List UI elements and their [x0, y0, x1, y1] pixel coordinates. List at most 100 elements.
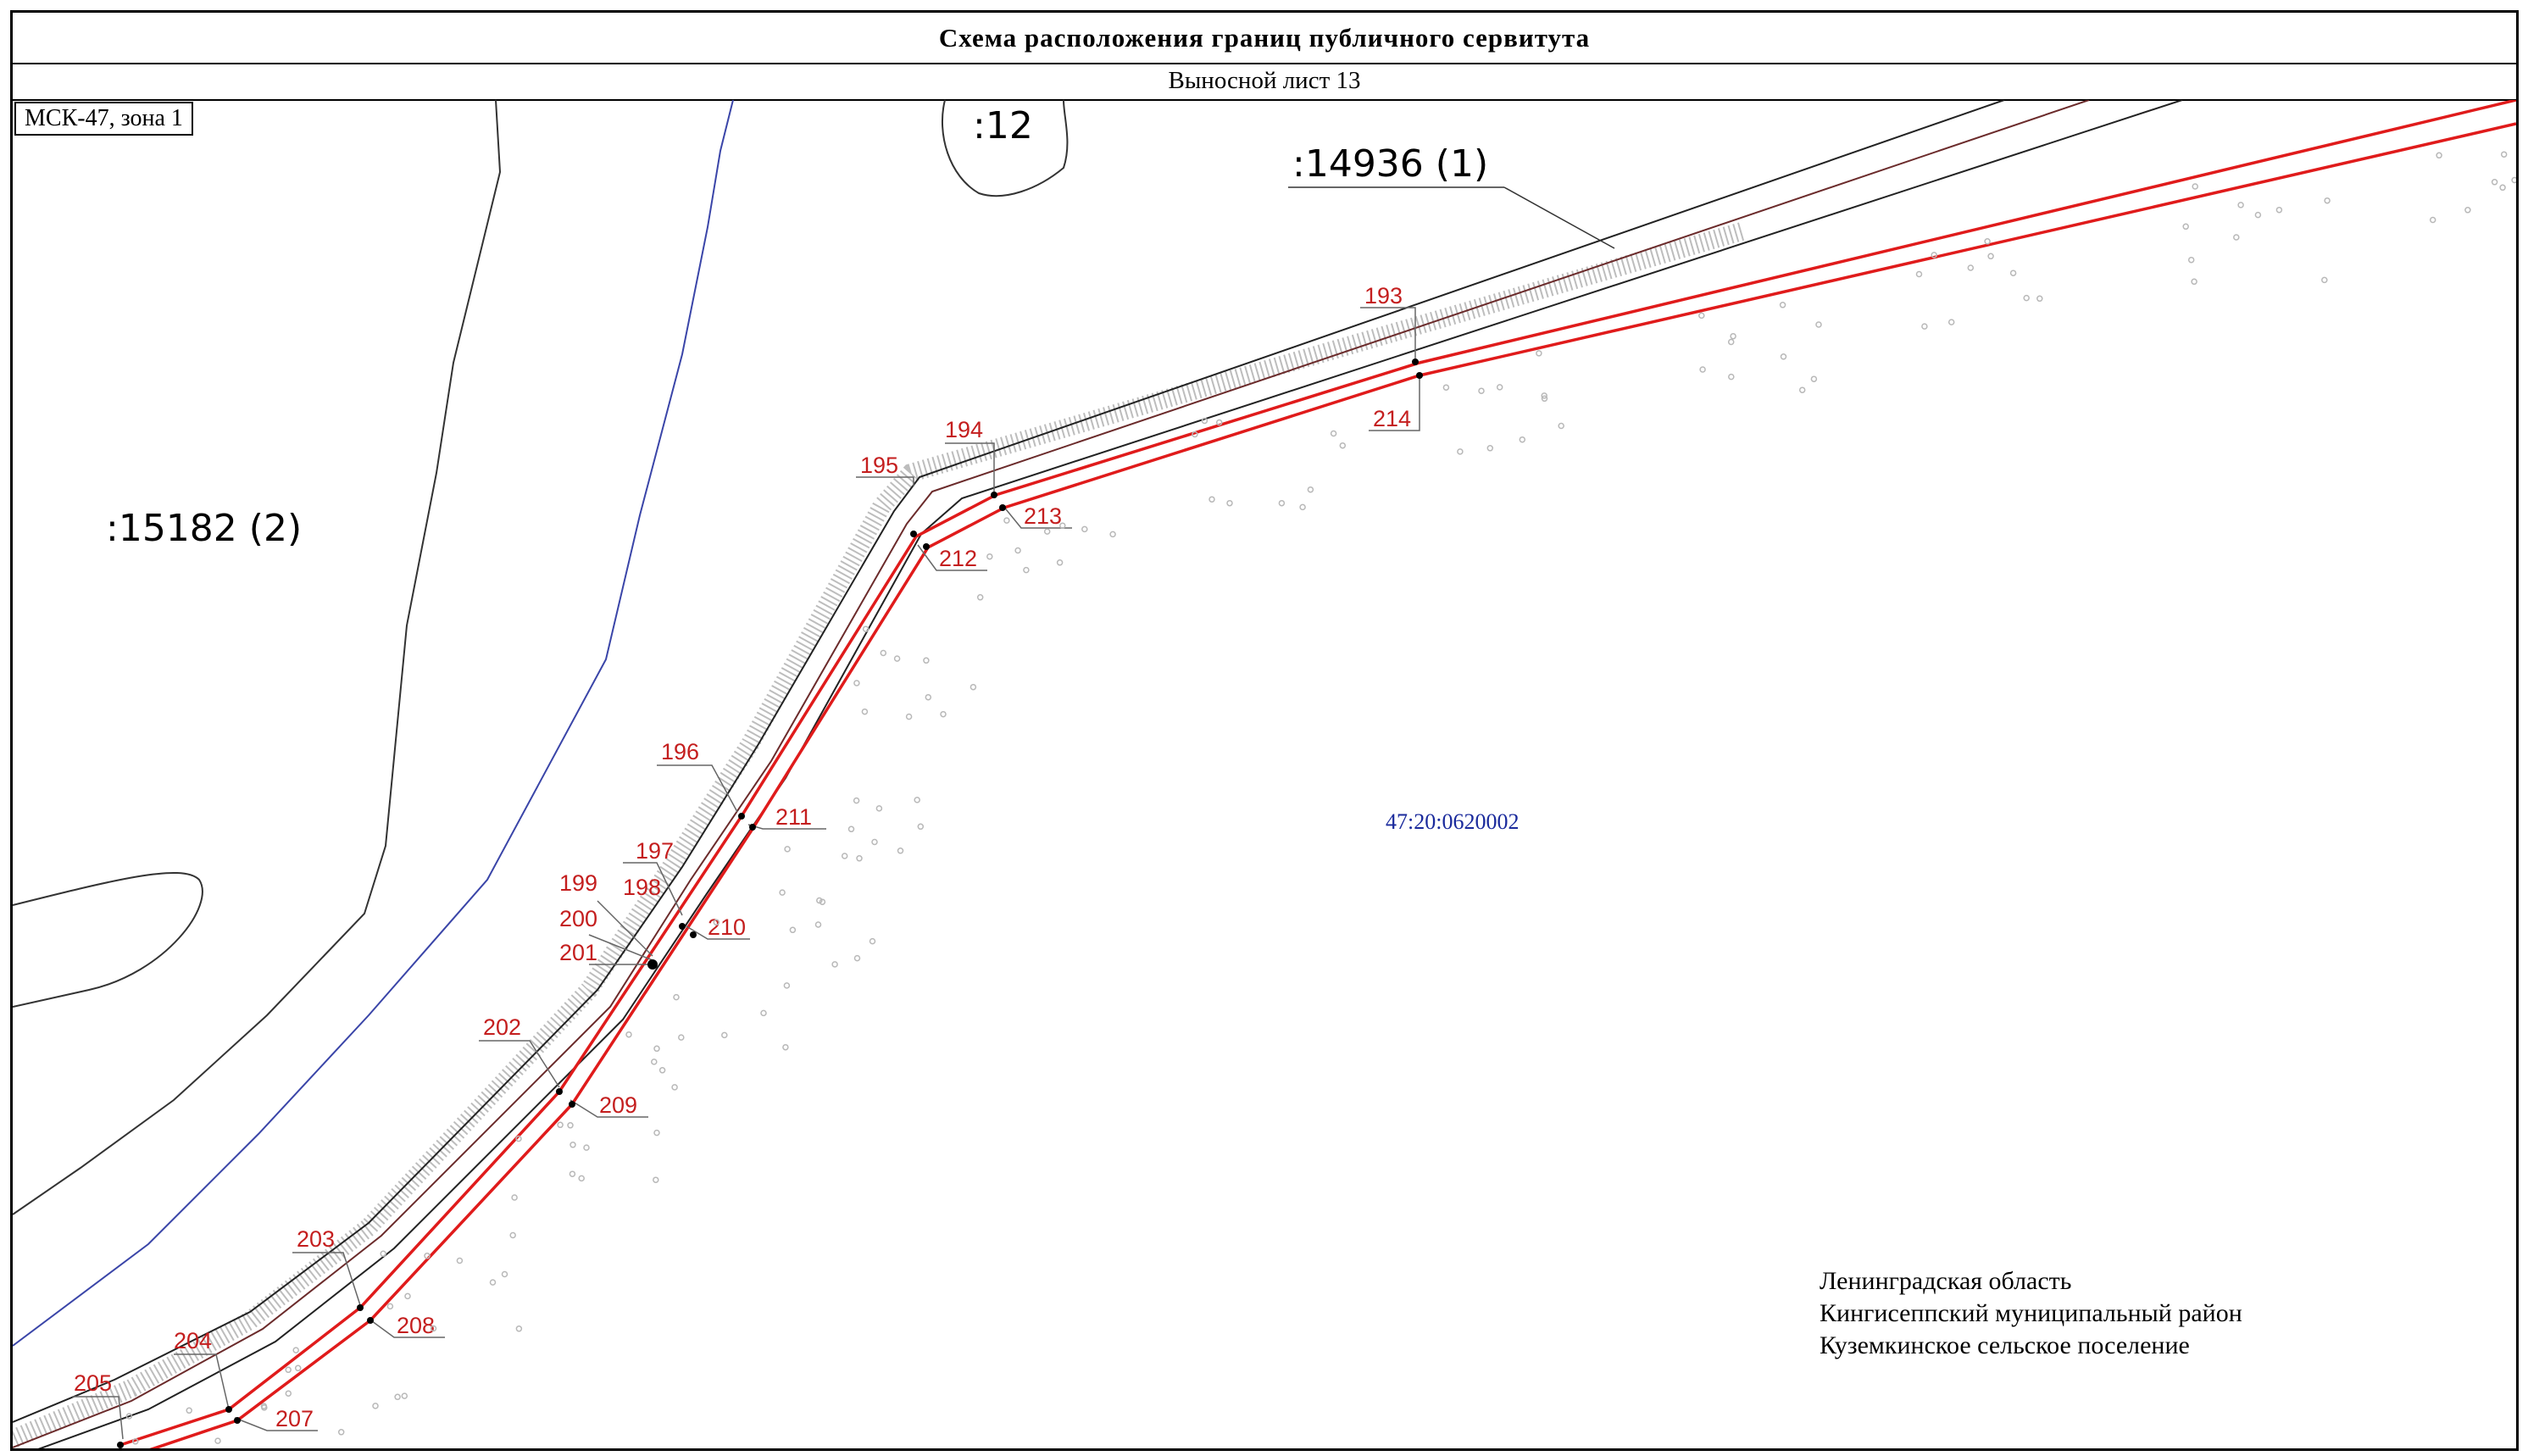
- vegetation-dot: [515, 1325, 523, 1332]
- vegetation-dot: [856, 855, 863, 862]
- title-bar: Схема расположения границ публичного сер…: [13, 13, 2516, 64]
- vegetation-dot: [125, 1413, 133, 1420]
- vegetation-dot: [2324, 197, 2331, 204]
- vegetation-dot: [2321, 276, 2328, 284]
- vegetation-dot: [2511, 176, 2516, 184]
- vegetation-dot: [970, 683, 977, 691]
- vegetation-dot: [986, 553, 993, 560]
- sheet-bar: Выносной лист 13: [13, 63, 2516, 101]
- vegetation-dot: [814, 921, 822, 928]
- vegetation-dot: [578, 1175, 585, 1182]
- map-frame: Схема расположения границ публичного сер…: [10, 10, 2519, 1451]
- vegetation-dot: [914, 797, 920, 803]
- vegetation-dot: [1043, 528, 1051, 535]
- vegetation-dot: [713, 919, 720, 926]
- parcel-14936-leader: [1503, 186, 1615, 249]
- vegetation-dot: [1023, 566, 1030, 574]
- vegetation-dot: [2182, 223, 2189, 231]
- vegetation-dot: [625, 1031, 632, 1038]
- point-leaders: [72, 307, 1420, 1440]
- point-label-203: 203: [297, 1226, 335, 1252]
- vegetation-dot: [1208, 496, 1215, 503]
- vegetation-dot: [861, 708, 869, 715]
- vegetation-dot: [853, 954, 861, 962]
- point-label-214: 214: [1373, 406, 1411, 431]
- point-label-208: 208: [397, 1313, 435, 1338]
- vegetation-dot: [1987, 253, 1994, 260]
- point-label-195: 195: [860, 453, 898, 478]
- map-drawing: :12 :14936 (1) :15182 (2) 47:20:0620002 …: [13, 100, 2516, 1448]
- vegetation-dot: [1307, 486, 1314, 493]
- vegetation-dot: [671, 1084, 678, 1091]
- vegetation-dot: [678, 1034, 685, 1041]
- vegetation-dot: [1947, 319, 1955, 325]
- vegetation-dot: [583, 1144, 590, 1151]
- road-edge-mid: [13, 100, 2090, 1448]
- vegetation-dot: [1192, 431, 1198, 438]
- vegetation-dot: [1457, 448, 1464, 455]
- vegetation-dot: [1810, 375, 1818, 382]
- vegetation-dot: [567, 1122, 574, 1129]
- road-hatch-band: [13, 222, 1745, 1448]
- vegetation-dot: [925, 693, 932, 701]
- vegetation-dot: [380, 1250, 386, 1258]
- vegetation-dot: [1728, 373, 1735, 381]
- vegetation-dot: [569, 1170, 576, 1177]
- vegetation-dot: [917, 823, 925, 831]
- vegetation-dot: [1921, 323, 1928, 330]
- vegetation-dot: [1815, 321, 1822, 328]
- vegetation-dot: [875, 805, 883, 812]
- vegetation-dot: [515, 1135, 522, 1142]
- point-label-196: 196: [661, 739, 699, 764]
- vegetation-dot: [653, 1129, 660, 1136]
- land-contour-bump: [13, 872, 203, 1008]
- vegetation-dot: [2429, 216, 2436, 224]
- cadastral-quarter-label: 47:20:0620002: [1386, 809, 1519, 834]
- vegetation-dot: [658, 1067, 666, 1074]
- vegetation-dot: [285, 1390, 292, 1397]
- vegetation-dot: [2499, 184, 2506, 192]
- point-label-204: 204: [174, 1328, 212, 1353]
- vegetation-dot: [819, 898, 826, 905]
- vegetation-dot: [893, 655, 901, 662]
- vegetation-dot: [1536, 350, 1542, 357]
- vegetation-dot: [1915, 270, 1923, 278]
- vegetation-dot: [2191, 278, 2197, 286]
- point-label-194: 194: [945, 417, 983, 442]
- point-markers: [117, 358, 1423, 1448]
- point-label-212: 212: [939, 546, 977, 571]
- easement-boundary-inner: [149, 122, 2516, 1448]
- vegetation-dot: [285, 1366, 292, 1374]
- region-info: Ленинградская область Кингисеппский муни…: [1820, 1265, 2294, 1362]
- vegetation-dot: [1478, 387, 1485, 394]
- vegetation-dot: [1541, 392, 1547, 399]
- region-line-settlement: Куземкинское сельское поселение: [1820, 1331, 2190, 1359]
- vegetation-dot: [294, 1364, 302, 1372]
- vegetation-dot: [2036, 295, 2043, 303]
- vegetation-dot: [1698, 312, 1705, 320]
- vegetation-dot: [853, 797, 860, 804]
- vegetation-dot: [841, 853, 848, 859]
- vegetation-dot: [2009, 270, 2017, 276]
- point-label-209: 209: [599, 1092, 637, 1118]
- parcel-label-14936: :14936 (1): [1292, 142, 1488, 186]
- road-edge-upper: [13, 100, 2005, 1423]
- vegetation-dot: [1003, 517, 1010, 524]
- point-label-202: 202: [483, 1014, 521, 1040]
- parcel-label-12: :12: [973, 104, 1033, 147]
- point-label-206: 206: [169, 1446, 208, 1448]
- map-canvas: :12 :14936 (1) :15182 (2) 47:20:0620002 …: [13, 100, 2516, 1448]
- vegetation-dot: [2192, 183, 2198, 190]
- vegetation-dot: [1699, 366, 1706, 373]
- vegetation-dot: [1984, 238, 1991, 245]
- parcel-12-outline: [942, 100, 1069, 197]
- vegetation-dot: [816, 897, 823, 904]
- sheet-number: Выносной лист 13: [1168, 67, 1361, 94]
- vegetation-dot: [2254, 211, 2262, 219]
- vegetation-dot: [394, 1393, 401, 1401]
- vegetation-dot: [1519, 436, 1526, 443]
- vegetation-dot: [1730, 332, 1736, 340]
- point-label-213: 213: [1024, 503, 1062, 529]
- vegetation-dot: [511, 1194, 518, 1201]
- vegetation-dot: [2275, 206, 2283, 214]
